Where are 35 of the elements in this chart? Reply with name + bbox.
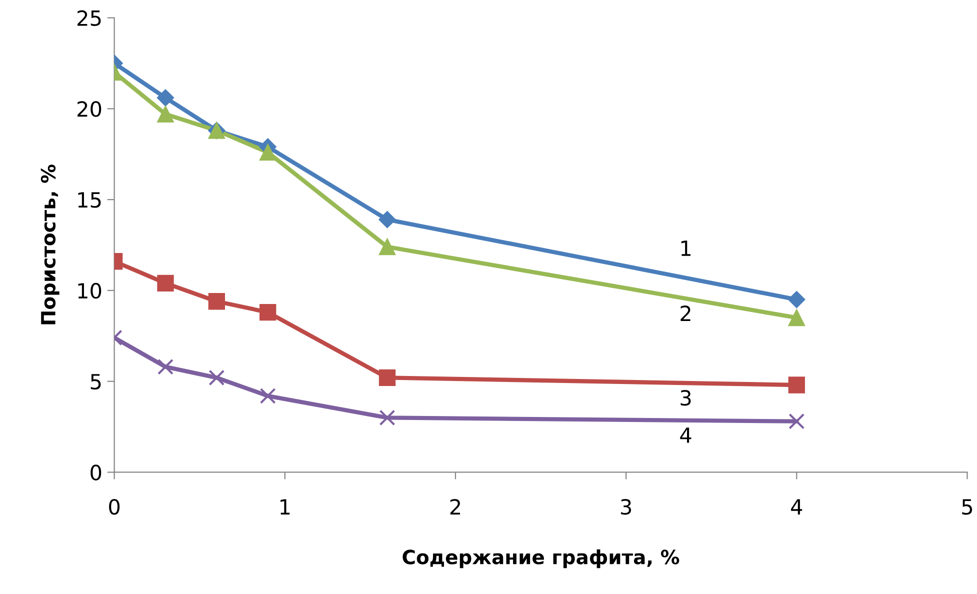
y-tick-label: 15 [78, 192, 101, 208]
point [788, 376, 805, 394]
x-tick-label: 1 [280, 499, 290, 514]
point [208, 293, 225, 310]
point [260, 304, 276, 321]
point [378, 238, 396, 256]
point [788, 309, 805, 326]
x-tick-label: 2 [450, 498, 460, 514]
x-tick-label: 0 [109, 498, 120, 515]
series-label: 4 [680, 428, 692, 443]
x-tick-label: 5 [962, 499, 972, 515]
y-axis-title: Пористость, % [40, 164, 60, 324]
point [788, 291, 806, 308]
point [157, 106, 174, 122]
point [788, 413, 805, 430]
point [157, 274, 174, 292]
y-tick-label: 5 [90, 374, 101, 390]
point [378, 369, 396, 386]
series-label: 1 [681, 240, 690, 256]
point [208, 370, 225, 386]
x-tick-label: 4 [791, 499, 802, 514]
series-label: 3 [680, 390, 691, 406]
point [157, 358, 174, 375]
x-tick-label: 3 [621, 498, 632, 515]
series-label: 2 [680, 305, 690, 321]
point [378, 211, 396, 228]
point [379, 410, 396, 426]
point [260, 388, 276, 404]
y-tick-label: 0 [90, 464, 102, 480]
point [260, 144, 276, 161]
point [156, 89, 174, 106]
y-tick-label: 20 [78, 101, 102, 117]
y-tick-label: 25 [78, 10, 101, 26]
x-axis-title: Содержание графита, % [402, 549, 680, 568]
y-tick-label: 10 [78, 282, 102, 299]
